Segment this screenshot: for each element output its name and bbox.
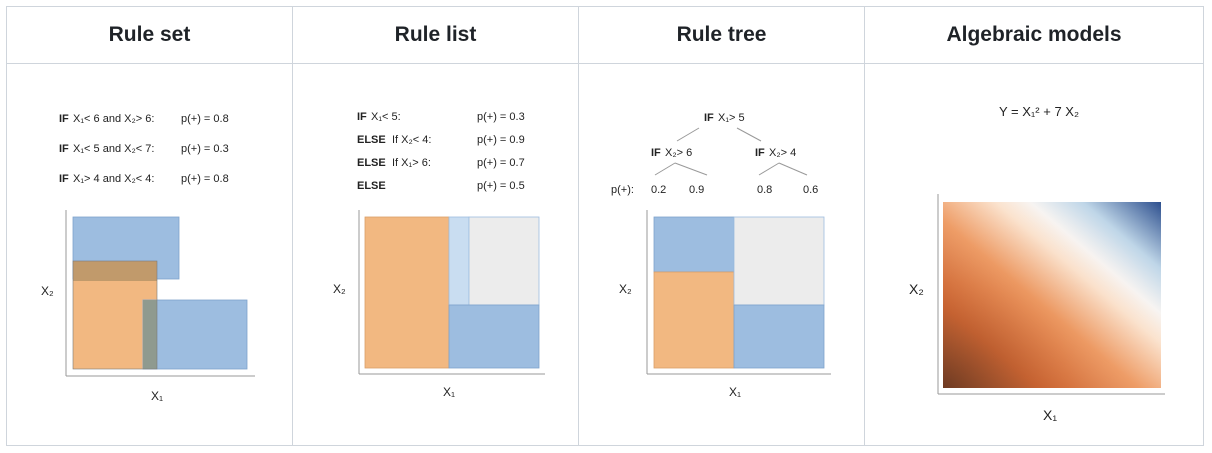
region-light-blue <box>448 216 470 306</box>
tree-prob-label: p(+): <box>611 184 634 196</box>
tree-right-condition: X₂> 4 <box>769 147 796 159</box>
rule-condition: If X₁> 6: <box>392 157 431 169</box>
y-axis-label: X₂ <box>619 282 632 296</box>
tree-edge <box>676 127 700 142</box>
tree-edge <box>654 162 676 176</box>
rule-keyword: IF <box>59 173 69 185</box>
tree-edge <box>736 127 762 142</box>
column-divider <box>292 7 293 445</box>
tree-leaf-value: 0.8 <box>757 184 772 196</box>
x-axis-label: X₁ <box>1043 407 1057 423</box>
tree-root-keyword: IF <box>704 112 714 124</box>
rule-probability: p(+) = 0.3 <box>181 143 229 155</box>
rule-list-diagram: IF X₁< 5: p(+) = 0.3 ELSE If X₂< 4: p(+)… <box>333 111 545 399</box>
header-rule-tree: Rule tree <box>579 7 865 63</box>
rule-probability: p(+) = 0.8 <box>181 173 229 185</box>
rule-probability: p(+) = 0.3 <box>477 111 525 123</box>
tree-right-keyword: IF <box>755 147 765 159</box>
tree-edge <box>778 162 808 176</box>
x-axis-label: X₁ <box>151 389 163 403</box>
heatmap-shade <box>943 202 1161 388</box>
rule-condition: X₁> 4 and X₂< 4: <box>73 173 154 185</box>
rule-condition: If X₂< 4: <box>392 134 431 146</box>
region-orange <box>653 271 735 369</box>
rule-keyword: ELSE <box>357 180 386 192</box>
region-light-gray <box>733 216 825 306</box>
tree-root-condition: X₁> 5 <box>718 112 745 124</box>
rule-probability: p(+) = 0.9 <box>477 134 525 146</box>
y-axis-label: X₂ <box>41 284 54 298</box>
equation: Y = X₁² + 7 X₂ <box>999 104 1079 119</box>
rule-tree-cell: IF X₁> 5 IF X₂> 6 IF X₂> 4 p(+): 0.2 0.9… <box>579 64 864 446</box>
rule-list-cell: IF X₁< 5: p(+) = 0.3 ELSE If X₂< 4: p(+)… <box>293 64 578 446</box>
header-algebraic-models: Algebraic models <box>946 23 1122 46</box>
tree-leaf-value: 0.2 <box>651 184 666 196</box>
tree-left-keyword: IF <box>651 147 661 159</box>
tree-left-condition: X₂> 6 <box>665 147 692 159</box>
rule-condition: X₁< 5: <box>371 111 401 123</box>
x-axis-label: X₁ <box>729 385 741 399</box>
rule-condition: X₁< 6 and X₂> 6: <box>73 113 154 125</box>
region-blue-top-left <box>653 216 735 273</box>
rule-keyword: IF <box>59 143 69 155</box>
region-blue-bottom <box>142 299 248 370</box>
region-blue-bottom-right <box>733 304 825 369</box>
tree-leaf-value: 0.9 <box>689 184 704 196</box>
region-overlap-gray <box>143 300 157 369</box>
rule-probability: p(+) = 0.5 <box>477 180 525 192</box>
rule-set-rules: IF X₁< 6 and X₂> 6: p(+) = 0.8 IF X₁< 5 … <box>59 113 229 185</box>
tree-leaf-value: 0.6 <box>803 184 818 196</box>
comparison-table: Rule set Rule list Rule tree Algebraic m… <box>6 6 1204 446</box>
region-light-gray <box>468 216 540 306</box>
rule-keyword: ELSE <box>357 157 386 169</box>
region-outline <box>72 260 158 370</box>
column-divider <box>578 7 579 445</box>
rule-probability: p(+) = 0.8 <box>181 113 229 125</box>
header-rule-list: Rule list <box>293 7 579 63</box>
rule-probability: p(+) = 0.7 <box>477 157 525 169</box>
rule-list-rules: IF X₁< 5: p(+) = 0.3 ELSE If X₂< 4: p(+)… <box>357 111 525 192</box>
y-axis-label: X₂ <box>333 282 346 296</box>
rule-tree-diagram: IF X₁> 5 IF X₂> 6 IF X₂> 4 p(+): 0.2 0.9… <box>611 112 831 399</box>
rule-keyword: IF <box>59 113 69 125</box>
y-axis-label: X₂ <box>909 281 924 297</box>
algebraic-heatmap-diagram: Y = X₁² + 7 X₂ X₂ X₁ <box>909 104 1165 423</box>
region-orange <box>364 216 450 369</box>
region-overlap <box>73 261 157 281</box>
header-rule-set: Rule set <box>7 7 293 63</box>
x-axis-label: X₁ <box>443 385 455 399</box>
rule-set-cell: IF X₁< 6 and X₂> 6: p(+) = 0.8 IF X₁< 5 … <box>7 64 292 446</box>
header-divider <box>7 63 1203 64</box>
rule-keyword: ELSE <box>357 134 386 146</box>
tree-edge <box>758 162 780 176</box>
tree-edge <box>674 162 708 176</box>
column-divider <box>864 7 865 445</box>
rule-keyword: IF <box>357 111 367 123</box>
algebraic-models-cell: Y = X₁² + 7 X₂ X₂ X₁ <box>865 64 1203 446</box>
region-blue <box>448 304 540 369</box>
rule-condition: X₁< 5 and X₂< 7: <box>73 143 154 155</box>
rule-set-diagram: IF X₁< 6 and X₂> 6: p(+) = 0.8 IF X₁< 5 … <box>41 113 255 403</box>
tree-nodes: IF X₁> 5 IF X₂> 6 IF X₂> 4 p(+): 0.2 0.9… <box>611 112 818 196</box>
